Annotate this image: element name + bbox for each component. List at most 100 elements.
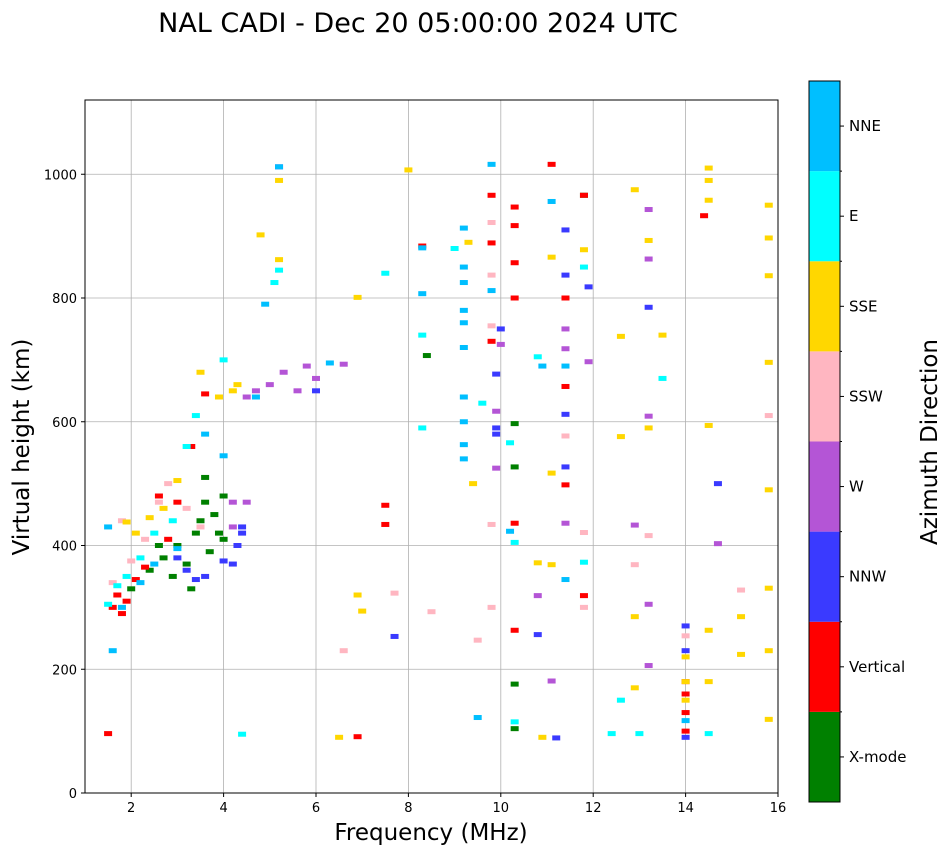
data-point <box>113 583 121 588</box>
data-point <box>160 555 168 560</box>
data-point <box>534 632 542 637</box>
data-point <box>173 546 181 551</box>
data-point <box>187 586 195 591</box>
data-point <box>201 475 209 480</box>
data-point <box>765 487 773 492</box>
data-point <box>705 679 713 684</box>
data-point <box>645 602 653 607</box>
y-tick-label: 600 <box>52 416 77 431</box>
data-point <box>682 623 690 628</box>
data-point <box>548 162 556 167</box>
data-point <box>488 522 496 527</box>
data-point <box>169 518 177 523</box>
data-point <box>229 500 237 505</box>
colorbar-tick-label: X-mode <box>849 748 906 766</box>
y-tick-label: 800 <box>52 292 77 307</box>
data-point <box>113 593 121 598</box>
data-point <box>243 500 251 505</box>
data-point <box>765 360 773 365</box>
data-point <box>192 577 200 582</box>
data-point <box>645 257 653 262</box>
data-point <box>511 719 519 724</box>
data-point <box>534 593 542 598</box>
data-point <box>631 614 639 619</box>
data-point <box>488 240 496 245</box>
data-point <box>511 540 519 545</box>
data-point <box>238 524 246 529</box>
data-point <box>197 370 205 375</box>
data-point <box>312 376 320 381</box>
colorbar: X-mode Vertical NNW W SSW SSE E NNE <box>809 81 906 802</box>
data-point <box>201 432 209 437</box>
x-axis-label: Frequency (MHz) <box>334 820 527 846</box>
data-point <box>451 246 459 251</box>
data-point <box>705 628 713 633</box>
data-point <box>252 388 260 393</box>
data-point <box>497 342 505 347</box>
data-point <box>645 425 653 430</box>
x-tick-label: 4 <box>219 801 227 816</box>
data-point <box>418 425 426 430</box>
data-point <box>229 524 237 529</box>
data-point <box>617 434 625 439</box>
data-point <box>173 555 181 560</box>
data-point <box>118 605 126 610</box>
data-point <box>705 178 713 183</box>
data-point <box>155 543 163 548</box>
data-point <box>201 574 209 579</box>
data-point <box>197 524 205 529</box>
data-point <box>580 593 588 598</box>
ionogram-chart: NAL CADI - Dec 20 05:00:00 2024 UTC 2468… <box>0 0 951 856</box>
data-point <box>511 682 519 687</box>
data-point <box>737 614 745 619</box>
data-point <box>141 565 149 570</box>
data-point <box>492 409 500 414</box>
data-point <box>561 412 569 417</box>
data-point <box>705 731 713 736</box>
colorbar-label: Azimuth Direction <box>917 339 943 545</box>
data-point <box>220 558 228 563</box>
data-point <box>460 395 468 400</box>
data-point <box>511 628 519 633</box>
data-point <box>201 500 209 505</box>
data-point <box>127 558 135 563</box>
data-point <box>561 384 569 389</box>
data-point <box>229 562 237 567</box>
data-point <box>381 522 389 527</box>
data-point <box>460 265 468 270</box>
data-point <box>312 388 320 393</box>
data-point <box>705 198 713 203</box>
data-point <box>183 562 191 567</box>
data-point <box>275 164 283 169</box>
data-point <box>705 166 713 171</box>
data-point <box>220 494 228 499</box>
data-point <box>580 193 588 198</box>
data-point <box>645 207 653 212</box>
data-point <box>511 260 519 265</box>
data-point <box>561 364 569 369</box>
data-point <box>257 232 265 237</box>
data-point <box>173 478 181 483</box>
data-point <box>164 537 172 542</box>
data-point <box>220 357 228 362</box>
colorbar-tick-label: W <box>849 478 864 496</box>
data-point <box>183 444 191 449</box>
data-point <box>173 500 181 505</box>
data-point <box>340 362 348 367</box>
data-point <box>270 280 278 285</box>
y-tick-label: 0 <box>69 787 77 802</box>
colorbar-segment <box>809 351 840 441</box>
data-point <box>631 523 639 528</box>
data-point <box>561 433 569 438</box>
data-point <box>714 481 722 486</box>
data-point <box>492 466 500 471</box>
data-point <box>548 679 556 684</box>
data-point <box>617 698 625 703</box>
data-point <box>765 648 773 653</box>
data-point <box>381 503 389 508</box>
data-point <box>682 633 690 638</box>
data-point <box>127 586 135 591</box>
data-point <box>335 735 343 740</box>
data-point <box>682 679 690 684</box>
data-point <box>511 464 519 469</box>
